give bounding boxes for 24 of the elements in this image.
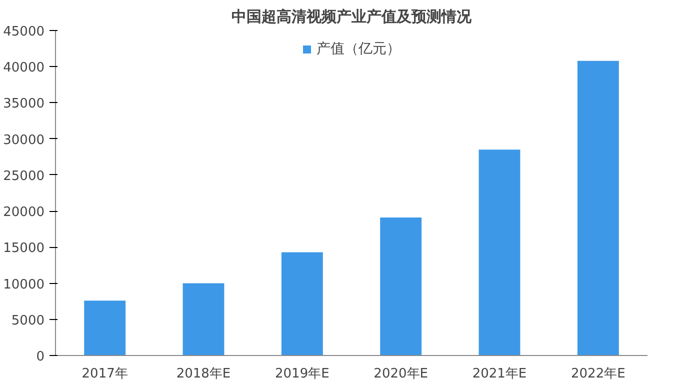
- y-tick-label: 30000: [3, 132, 45, 148]
- x-tick-label: 2020年E: [374, 366, 428, 382]
- x-tick-label: 2019年E: [275, 366, 330, 382]
- legend-label: 产值（亿元）: [316, 40, 400, 58]
- y-tick-label: 10000: [3, 277, 45, 292]
- y-tick-label: 45000: [3, 24, 45, 40]
- y-tick-label: 5000: [11, 313, 45, 328]
- bar: [84, 300, 126, 356]
- chart-title: 中国超高清视频产业产值及预测情况: [232, 8, 472, 26]
- y-tick-label: 20000: [3, 205, 45, 220]
- bar: [182, 283, 224, 356]
- bar: [478, 150, 520, 356]
- y-tick-label: 35000: [3, 96, 45, 112]
- x-tick-label: 2017年: [82, 366, 128, 382]
- bar: [577, 60, 619, 356]
- x-tick-label: 2018年E: [176, 366, 231, 382]
- y-tick-label: 40000: [3, 60, 45, 76]
- bar: [281, 252, 323, 356]
- x-tick-label: 2021年E: [472, 366, 527, 382]
- y-tick-label: 25000: [3, 168, 45, 184]
- bar: [380, 218, 422, 356]
- y-tick-label: 0: [36, 350, 45, 364]
- x-tick-label: 2022年E: [571, 366, 626, 382]
- y-tick-label: 15000: [3, 241, 45, 256]
